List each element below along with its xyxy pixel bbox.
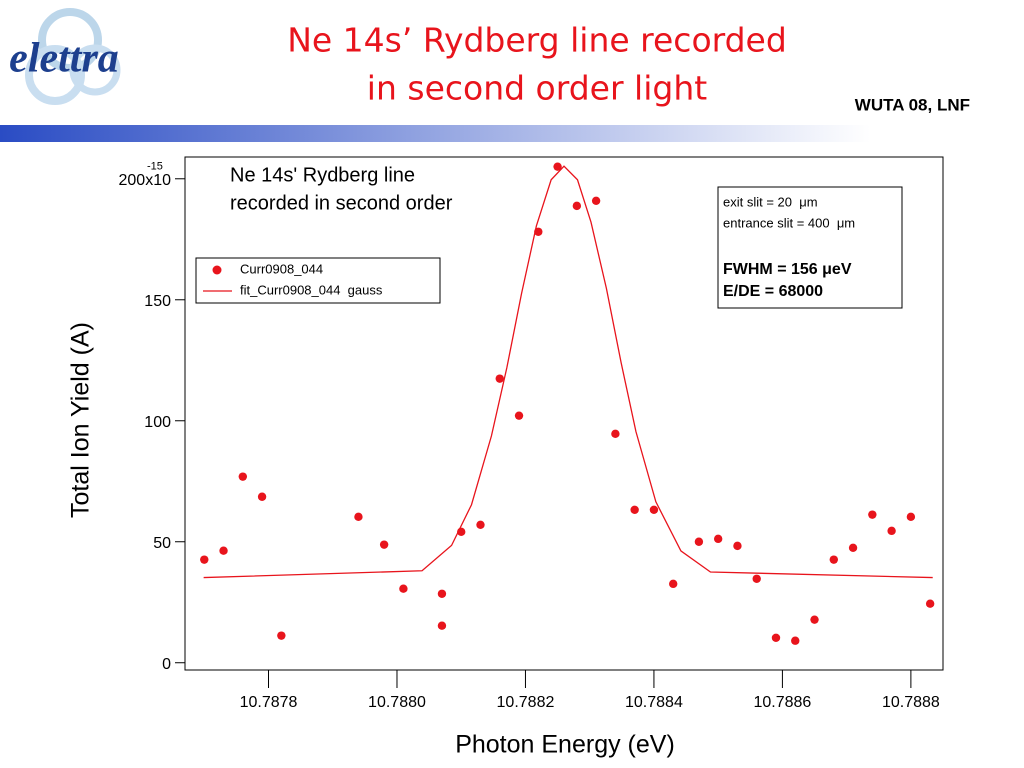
data-point <box>437 589 447 598</box>
y-tick-exponent: -15 <box>147 161 163 173</box>
data-point <box>694 537 704 546</box>
title: Ne 14s’ Rydberg line recorded <box>287 21 787 60</box>
data-point <box>553 162 562 171</box>
data-point <box>810 615 819 624</box>
data-point <box>495 374 504 383</box>
plot-frame <box>184 156 944 671</box>
data-point <box>925 599 935 608</box>
y-axis-label: Total Ion Yield (A) <box>67 322 95 518</box>
x-tick-label: 10.7888 <box>882 694 940 711</box>
data-point <box>219 546 228 555</box>
annotation: recorded in second order <box>230 192 453 214</box>
data-point <box>200 555 209 564</box>
x-tick-label: 10.7878 <box>240 694 298 711</box>
header-band <box>0 125 1024 142</box>
info-text: entrance slit = 400 μm <box>723 215 855 230</box>
info-text-bold: E/DE = 68000 <box>723 283 823 300</box>
y-tick-label: 0 <box>162 656 171 673</box>
info-text-bold: FWHM = 156 μeV <box>723 261 852 278</box>
data-point <box>887 526 896 536</box>
data-point <box>829 555 838 564</box>
logo-text: elettra <box>9 36 119 82</box>
data-point <box>669 579 678 589</box>
data-point <box>649 505 659 515</box>
data-point <box>257 492 267 501</box>
data-point <box>277 631 286 640</box>
data-point <box>514 411 524 420</box>
x-tick-label: 10.7880 <box>368 694 426 711</box>
tag: WUTA 08, LNF <box>855 95 970 114</box>
x-tick-label: 10.7886 <box>753 694 811 711</box>
data-point <box>733 541 742 551</box>
data-point <box>868 510 877 519</box>
data-point <box>848 543 858 552</box>
data-point <box>906 512 916 522</box>
data-point <box>572 201 582 211</box>
data-point <box>354 512 363 522</box>
info-text: exit slit = 20 μm <box>723 194 818 209</box>
data-point <box>399 584 408 593</box>
legend-label: Curr0908_044 <box>240 261 323 276</box>
x-tick-label: 10.7884 <box>625 694 683 711</box>
data-point <box>238 472 248 481</box>
x-axis-label: Photon Energy (eV) <box>455 731 675 759</box>
annotation: Ne 14s' Rydberg line <box>230 164 415 186</box>
data-point <box>713 534 723 544</box>
legend-label: fit_Curr0908_044 gauss <box>240 282 383 297</box>
legend-marker <box>212 265 222 275</box>
data-point <box>630 505 639 515</box>
data-point <box>476 520 485 530</box>
data-point <box>591 196 601 205</box>
legend-box <box>195 257 441 304</box>
y-tick-label: 100 <box>144 414 171 431</box>
data-point <box>791 636 800 645</box>
y-tick-label: 150 <box>144 293 171 310</box>
data-point <box>752 574 761 583</box>
data-point <box>437 621 447 630</box>
x-tick-label: 10.7882 <box>497 694 555 711</box>
data-point <box>379 540 389 549</box>
fit-line <box>203 165 933 579</box>
y-tick-label: 50 <box>153 535 171 552</box>
logo: elettra <box>9 8 121 105</box>
title: in second order light <box>367 69 707 108</box>
data-point <box>611 429 620 439</box>
info-box <box>717 186 903 309</box>
y-tick-label: 200x10 <box>119 172 172 189</box>
data-point <box>771 633 781 643</box>
